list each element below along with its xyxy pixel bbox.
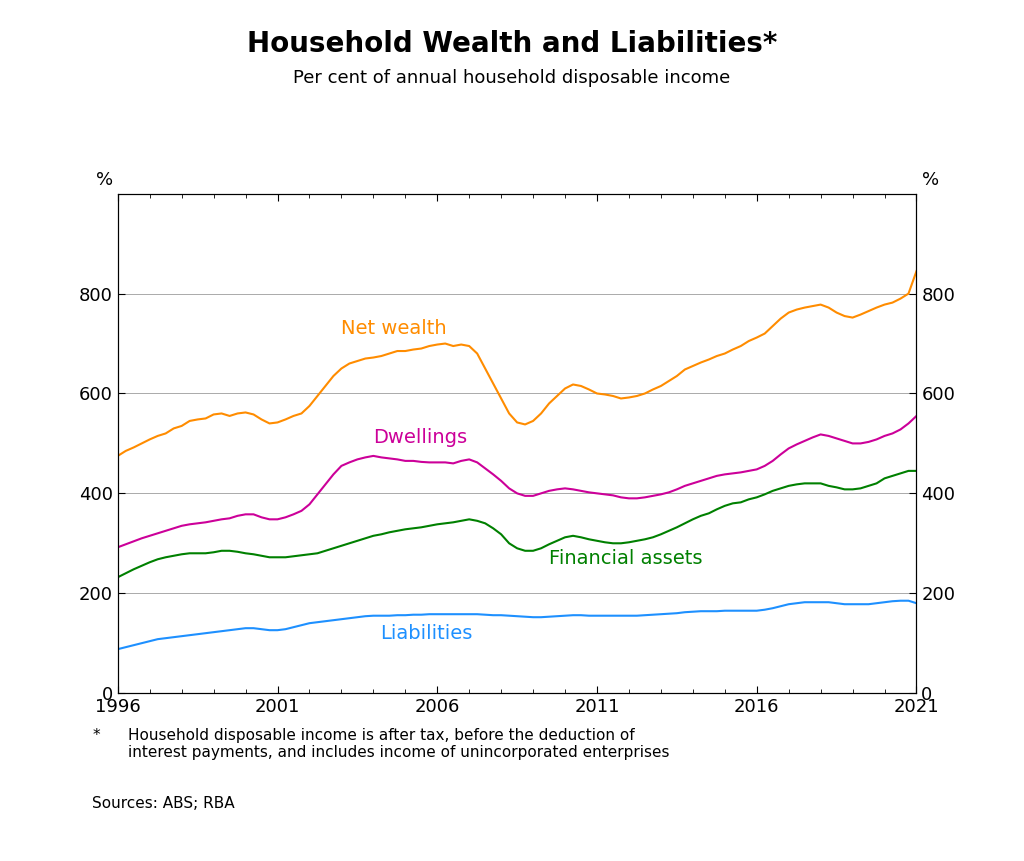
Text: %: % xyxy=(95,171,113,189)
Text: Sources: ABS; RBA: Sources: ABS; RBA xyxy=(92,796,234,811)
Text: %: % xyxy=(922,171,939,189)
Text: Liabilities: Liabilities xyxy=(380,624,472,643)
Text: Financial assets: Financial assets xyxy=(549,549,702,568)
Text: *: * xyxy=(92,728,99,742)
Text: Per cent of annual household disposable income: Per cent of annual household disposable … xyxy=(293,69,731,87)
Text: Dwellings: Dwellings xyxy=(374,429,468,448)
Text: Household Wealth and Liabilities*: Household Wealth and Liabilities* xyxy=(247,30,777,59)
Text: Household disposable income is after tax, before the deduction of
interest payme: Household disposable income is after tax… xyxy=(128,728,670,760)
Text: Net wealth: Net wealth xyxy=(341,319,447,338)
